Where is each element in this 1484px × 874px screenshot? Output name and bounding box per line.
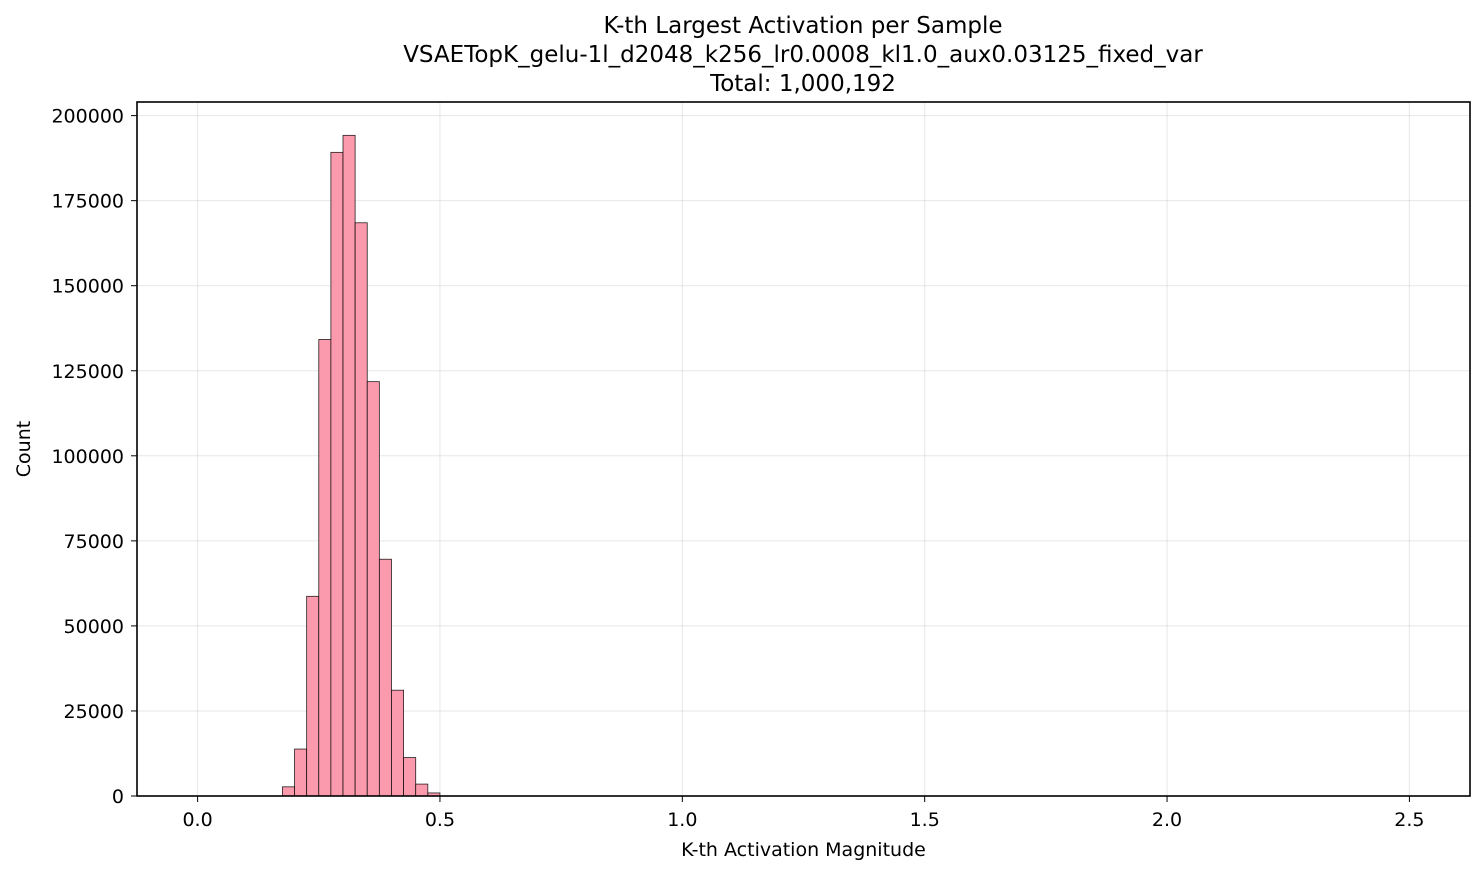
histogram-bar (391, 689, 404, 797)
chart-title: K-th Largest Activation per Sample (603, 13, 1002, 39)
y-tick-label: 175000 (51, 191, 124, 213)
y-tick-label: 75000 (64, 531, 124, 553)
histogram-bars (282, 134, 441, 797)
histogram-bar (366, 381, 380, 797)
x-tick-label: 0.5 (425, 809, 455, 831)
y-tick-label: 200000 (51, 106, 124, 128)
histogram-bar (403, 757, 417, 797)
plot-area-frame (136, 101, 1471, 797)
histogram-bar (342, 134, 356, 797)
x-axis-label: K-th Activation Magnitude (681, 839, 926, 861)
x-tick-label: 1.0 (667, 809, 697, 831)
histogram-bar (318, 339, 332, 797)
histogram-bar (306, 595, 320, 797)
y-tick-label: 150000 (51, 276, 124, 298)
title-group: K-th Largest Activation per Sample VSAET… (403, 13, 1203, 97)
chart-total-label: Total: 1,000,192 (709, 71, 896, 97)
x-tick-label: 2.0 (1152, 809, 1182, 831)
histogram-bar (294, 748, 308, 797)
histogram-bar (354, 222, 368, 797)
y-tick-label: 25000 (64, 701, 124, 723)
chart-subtitle: VSAETopK_gelu-1l_d2048_k256_lr0.0008_kl1… (403, 42, 1203, 68)
y-tick-label: 100000 (51, 446, 124, 468)
x-tick-label: 0.0 (182, 809, 212, 831)
y-tick-label: 125000 (51, 361, 124, 383)
histogram-bar (282, 786, 295, 797)
x-tick-label: 2.5 (1394, 809, 1424, 831)
histogram-bar (415, 783, 429, 797)
x-axis-ticks: 0.0 0.5 1.0 1.5 2.0 2.5 (182, 796, 1425, 831)
y-tick-label: 50000 (64, 616, 124, 638)
x-tick-label: 1.5 (910, 809, 940, 831)
histogram-bar (330, 151, 344, 797)
y-axis-label: Count (13, 421, 35, 477)
y-axis-ticks: 0 25000 50000 75000 100000 125000 150000 175000… (51, 106, 137, 808)
y-tick-label: 0 (112, 786, 124, 808)
histogram-bar (378, 558, 392, 797)
